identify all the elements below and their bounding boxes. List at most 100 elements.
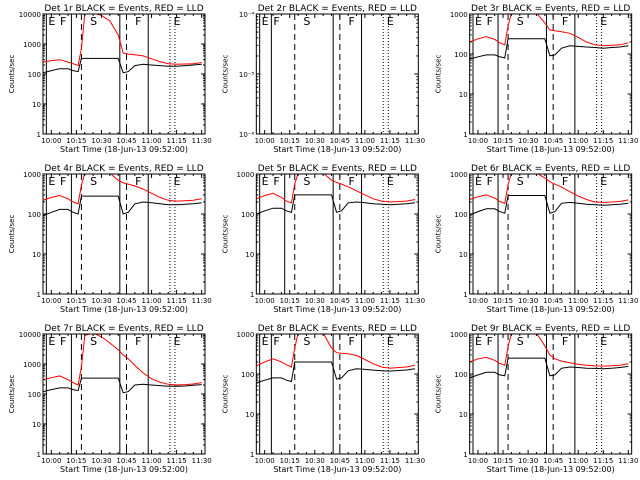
x-axis-label: Start Time (18-Jun-13 09:52:00): [60, 145, 188, 154]
series-line-lld: [256, 334, 416, 369]
chart-title: Det 1r BLACK = Events, RED = LLD: [44, 4, 203, 14]
x-axis-label: Start Time (18-Jun-13 09:52:00): [487, 465, 615, 474]
x-axis-label: Start Time (18-Jun-13 09:52:00): [273, 465, 401, 474]
y-tick-label: 1: [250, 291, 254, 299]
x-tick-label: 10:30: [518, 457, 538, 465]
marker-flag-e: E: [475, 335, 482, 348]
x-tick-label: 11:00: [141, 297, 161, 305]
series-line-lld: [469, 174, 629, 204]
marker-flag-e: E: [48, 175, 55, 188]
y-tick-label: 10⁻⁵: [239, 71, 255, 79]
chart-title: Det 3r BLACK = Events, RED = LLD: [471, 4, 630, 14]
marker-flag-s: S: [517, 175, 524, 188]
series-line-events: [256, 361, 416, 384]
y-tick-label: 10: [245, 411, 254, 419]
y-tick-label: 10: [32, 421, 41, 429]
y-tick-label: 1: [37, 451, 41, 459]
y-axis-label: Counts/sec: [435, 55, 443, 94]
marker-flag-f: F: [562, 15, 568, 28]
y-tick-label: 1: [463, 291, 467, 299]
marker-flag-f: F: [273, 175, 279, 188]
marker-flag-f: F: [60, 335, 66, 348]
chart-title: Det 5r BLACK = Events, RED = LLD: [258, 164, 417, 174]
y-axis-label: Counts/sec: [8, 215, 16, 254]
x-tick-label: 10:45: [116, 137, 136, 145]
x-tick-label: 11:30: [192, 137, 212, 145]
x-tick-label: 10:00: [41, 137, 61, 145]
x-tick-label: 11:15: [593, 457, 613, 465]
y-tick-label: 1000: [237, 331, 255, 339]
marker-flag-e: E: [475, 15, 482, 28]
y-axis-label: Counts/sec: [435, 375, 443, 414]
x-tick-label: 11:15: [380, 297, 400, 305]
x-tick-label: 10:15: [493, 137, 513, 145]
y-axis-label: Counts/sec: [221, 215, 229, 254]
marker-flag-e: E: [387, 175, 394, 188]
marker-flag-f: F: [349, 15, 355, 28]
x-tick-label: 10:15: [280, 137, 300, 145]
x-tick-label: 11:30: [405, 457, 425, 465]
chart-title: Det 9r BLACK = Events, RED = LLD: [471, 324, 630, 334]
x-tick-label: 11:15: [167, 457, 187, 465]
marker-flag-e: E: [387, 15, 394, 28]
chart-title: Det 4r BLACK = Events, RED = LLD: [44, 164, 203, 174]
x-tick-label: 10:30: [305, 457, 325, 465]
series-line-events: [43, 57, 202, 74]
marker-flag-s: S: [517, 15, 524, 28]
y-tick-label: 10: [245, 251, 254, 259]
x-tick-label: 11:30: [192, 297, 212, 305]
x-tick-label: 11:00: [568, 137, 588, 145]
x-tick-label: 11:30: [618, 137, 638, 145]
y-tick-label: 1000: [23, 171, 41, 179]
x-tick-label: 11:30: [618, 297, 638, 305]
x-axis-label: Start Time (18-Jun-13 09:52:00): [60, 465, 188, 474]
x-tick-label: 10:15: [493, 297, 513, 305]
plot-frame: [469, 333, 633, 455]
series-line-events: [469, 357, 629, 379]
marker-flag-e: E: [600, 15, 607, 28]
x-tick-label: 11:15: [593, 297, 613, 305]
x-tick-label: 10:00: [41, 297, 61, 305]
y-tick-label: 100: [241, 371, 254, 379]
y-axis-label: Counts/sec: [8, 375, 16, 414]
marker-flag-f: F: [135, 335, 141, 348]
x-tick-label: 11:00: [355, 137, 375, 145]
y-tick-label: 1000: [450, 171, 468, 179]
marker-flag-s: S: [303, 335, 310, 348]
x-tick-label: 10:15: [280, 457, 300, 465]
marker-flag-e: E: [600, 175, 607, 188]
marker-flag-f: F: [273, 335, 279, 348]
series-line-events: [256, 194, 416, 215]
y-tick-label: 10⁻⁶: [239, 131, 255, 139]
marker-flag-f: F: [349, 175, 355, 188]
x-tick-label: 11:00: [568, 297, 588, 305]
chart-title: Det 6r BLACK = Events, RED = LLD: [471, 164, 630, 174]
series-line-lld: [256, 174, 416, 204]
marker-flag-f: F: [273, 15, 279, 28]
y-axis-label: Counts/sec: [435, 215, 443, 254]
x-tick-label: 11:30: [405, 297, 425, 305]
x-tick-label: 10:00: [255, 297, 275, 305]
marker-flag-e: E: [262, 15, 269, 28]
x-tick-label: 10:45: [330, 457, 350, 465]
y-tick-label: 10000: [19, 331, 41, 339]
x-axis-label: Start Time (18-Jun-13 09:52:00): [273, 145, 401, 154]
series-line-events: [43, 377, 202, 394]
marker-flag-e: E: [262, 175, 269, 188]
x-tick-label: 10:45: [116, 457, 136, 465]
chart-title: Det 2r BLACK = Events, RED = LLD: [258, 4, 417, 14]
x-tick-label: 10:30: [305, 297, 325, 305]
marker-flag-s: S: [517, 335, 524, 348]
y-tick-label: 1: [37, 291, 41, 299]
x-axis-label: Start Time (18-Jun-13 09:52:00): [60, 305, 188, 314]
marker-flag-e: E: [387, 335, 394, 348]
y-axis-label: Counts/sec: [221, 375, 229, 414]
plot-frame: [42, 13, 206, 135]
marker-flag-e: E: [174, 175, 181, 188]
x-tick-label: 11:15: [380, 457, 400, 465]
